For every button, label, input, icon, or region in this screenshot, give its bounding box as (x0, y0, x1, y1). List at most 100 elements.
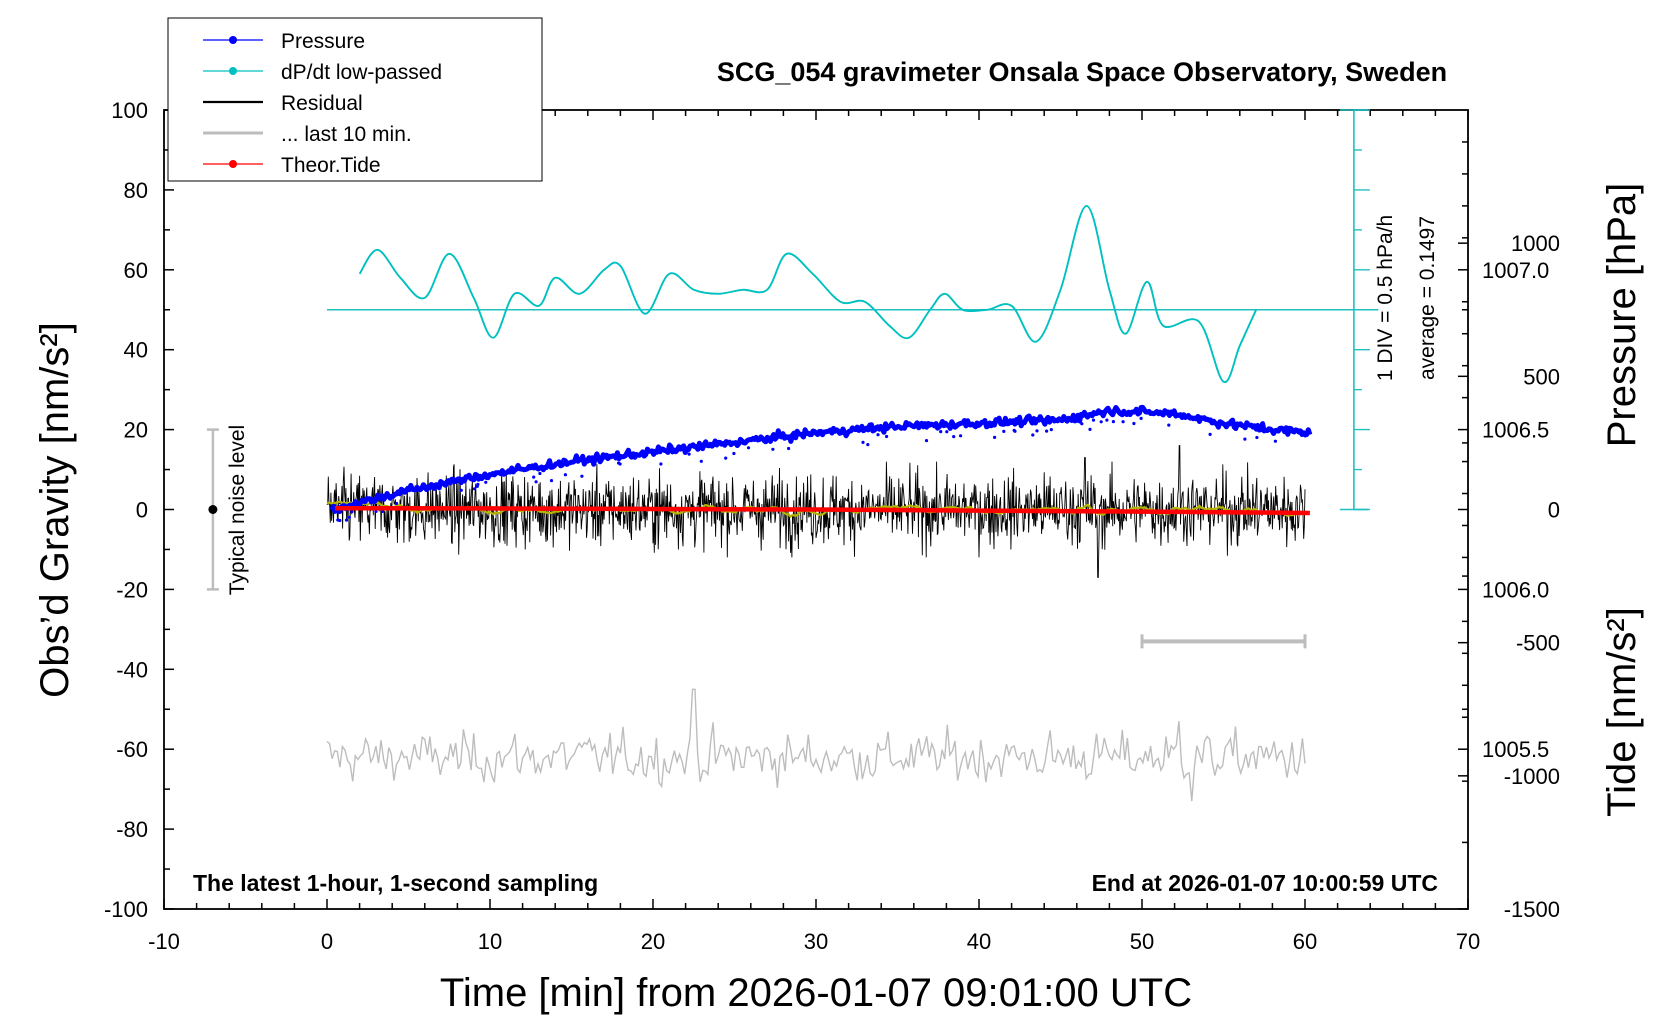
tide-tick-label: 1000 (1511, 231, 1560, 256)
y-tick-label: -100 (104, 897, 148, 922)
x-tick-label: 30 (804, 929, 828, 954)
legend-box (167, 17, 543, 182)
sampling-note: The latest 1-hour, 1-second sampling (193, 870, 598, 896)
chart-title: SCG_054 gravimeter Onsala Space Observat… (717, 57, 1447, 87)
y-tick-label: 0 (136, 498, 148, 523)
x-tick-label: 60 (1293, 929, 1317, 954)
pressure-point (563, 473, 568, 477)
pressure-point (1045, 429, 1049, 433)
pressure-point (1255, 435, 1259, 440)
legend-swatch-marker (229, 160, 237, 168)
pressure-point (924, 439, 929, 443)
last-10-min-bar (1140, 634, 1307, 649)
pressure-point (475, 484, 479, 488)
dpdt-average-label: average = 0.1497 (1416, 216, 1439, 380)
series-last-10-min-line (326, 688, 1306, 802)
end-time-note: End at 2026-01-07 10:00:59 UTC (1092, 870, 1438, 896)
pressure-point (1208, 432, 1212, 436)
pressure-point (1091, 418, 1096, 422)
pressure-point (724, 456, 728, 460)
pressure-point (1243, 437, 1247, 441)
pressure-point (746, 446, 751, 450)
legend-swatch-marker (229, 67, 237, 75)
pressure-point (861, 440, 865, 444)
pressure-point (1012, 428, 1016, 432)
pressure-point (1088, 427, 1092, 431)
pressure-point (939, 430, 943, 434)
pressure-point (952, 435, 956, 439)
y-tick-label: -60 (116, 737, 148, 762)
pressure-tick-label: 1006.5 (1482, 418, 1549, 443)
series-theor-tide-line (335, 505, 1310, 516)
pressure-point (959, 434, 963, 438)
tide-tick-label: -1500 (1504, 897, 1560, 922)
pressure-tick-label: 1006.0 (1482, 577, 1549, 602)
pressure-point (1031, 433, 1035, 437)
y-tick-label: 100 (111, 98, 148, 123)
pressure-point (1273, 439, 1277, 443)
legend-label: ... last 10 min. (281, 123, 412, 146)
pressure-point (945, 430, 949, 434)
noise-level-indicator (206, 428, 219, 591)
tide-tick-label: -1000 (1504, 764, 1560, 789)
series-residual-line (326, 445, 1306, 578)
pressure-point (1105, 418, 1109, 422)
pressure-point (885, 434, 889, 439)
pressure-point (459, 488, 463, 492)
pressure-point (1121, 420, 1125, 424)
pressure-point (787, 446, 791, 451)
pressure-point (699, 459, 703, 463)
pressure-point (1099, 420, 1103, 424)
pressure-point (549, 479, 554, 483)
pressure-point (338, 518, 342, 523)
x-tick-label: 40 (967, 929, 991, 954)
x-tick-label: -10 (148, 929, 180, 954)
pressure-point (993, 435, 997, 439)
x-tick-label: 10 (478, 929, 502, 954)
pressure-point (1139, 416, 1143, 420)
series-pressure-line (329, 404, 1313, 514)
legend-label: Pressure (281, 30, 365, 53)
x-axis: -10 0 10 20 30 40 50 60 70 (148, 110, 1480, 954)
noise-center-dot (208, 505, 218, 514)
noise-level-label: Typical noise level (226, 425, 249, 595)
pressure-axis: 1005.5 1006.0 1006.5 1007.0 (1458, 141, 1549, 782)
pressure-point (472, 487, 477, 491)
left-y-axis: -100 -80 -60 -40 -20 0 20 40 60 80 100 (104, 98, 174, 922)
y-tick-label: 40 (124, 338, 148, 363)
pressure-point (538, 471, 542, 476)
pressure-point (380, 509, 384, 513)
y-tick-label: -40 (116, 657, 148, 682)
pressure-point (532, 475, 536, 479)
legend: Pressure dP/dt low-passed Residual ... last… (167, 17, 543, 182)
x-tick-label: 50 (1130, 929, 1154, 954)
tide-tick-label: -500 (1516, 631, 1560, 656)
pressure-point (732, 451, 736, 456)
tide-axis: -1500 -1000 -500 0 500 1000 (1458, 231, 1560, 922)
y-tick-label: 60 (124, 258, 148, 283)
pressure-point (1080, 422, 1084, 426)
y-tick-label: 80 (124, 178, 148, 203)
pressure-point (344, 518, 349, 522)
pressure-point (687, 452, 691, 456)
pressure-point (866, 443, 870, 447)
pressure-point (395, 501, 399, 506)
pressure-point (1167, 423, 1171, 427)
pressure-point (1002, 429, 1006, 433)
x-tick-label: 20 (641, 929, 665, 954)
x-tick-label: 0 (321, 929, 333, 954)
pressure-point (350, 510, 354, 514)
legend-swatch-marker (229, 36, 237, 44)
pressure-point (580, 474, 584, 478)
pressure-point (534, 480, 538, 484)
pressure-point (617, 461, 621, 465)
pressure-point (1132, 421, 1136, 426)
dpdt-scale-label: 1 DIV = 0.5 hPa/h (1374, 215, 1397, 381)
pressure-point (1049, 428, 1053, 432)
y-tick-label: 20 (124, 418, 148, 443)
tide-tick-label: 500 (1523, 364, 1560, 389)
pressure-point (876, 433, 880, 437)
legend-label: Theor.Tide (281, 154, 381, 177)
pressure-point (771, 447, 775, 451)
